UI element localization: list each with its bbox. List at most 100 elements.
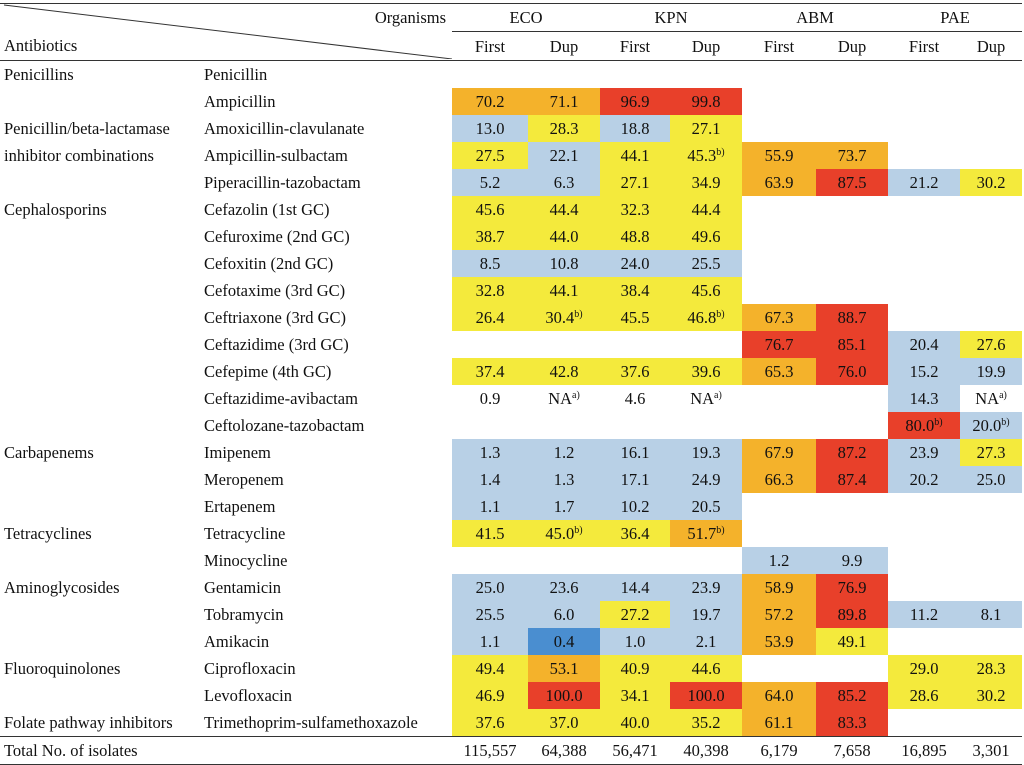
drug-class-cell: inhibitor combinations: [4, 146, 154, 165]
resistance-value-cell: 44.1: [528, 277, 601, 304]
resistance-value: 26.4: [475, 308, 505, 327]
resistance-value-cell: 41.5: [452, 520, 529, 547]
resistance-value-cell: [888, 196, 960, 223]
resistance-value: 85.1: [837, 335, 867, 354]
resistance-value: 32.3: [620, 200, 650, 219]
resistance-value: 45.5: [620, 308, 650, 327]
drug-class-cell: [0, 358, 200, 385]
resistance-value-cell: NAa): [528, 385, 600, 412]
drug-class-cell: [0, 88, 200, 115]
resistance-value: 44.6: [691, 659, 721, 678]
table-row: Penicillin/beta-lactamase Amoxicillin-cla…: [0, 115, 1022, 142]
table-row: Ceftriaxone (3rd GC) 26.4 30.4b) 45.5 46.8b)…: [0, 304, 1022, 331]
antibiotic-name-cell: Cefotaxime (3rd GC): [204, 281, 346, 300]
resistance-value: 51.7: [687, 524, 717, 543]
subheader-first: First: [908, 36, 940, 56]
resistance-value-cell: [528, 331, 600, 358]
resistance-value-cell: 49.4: [452, 655, 529, 682]
resistance-value-cell: [888, 142, 960, 169]
organisms-header: Organisms: [0, 4, 452, 59]
resistance-value: 57.2: [764, 605, 794, 624]
resistance-value-cell: 23.9: [888, 439, 961, 466]
resistance-value-cell: [960, 196, 1022, 223]
table-row: Ampicillin 70.2 71.1 96.9 99.8: [0, 88, 1022, 115]
resistance-value: 10.2: [620, 497, 650, 516]
resistance-value-cell: 51.7b): [670, 520, 743, 547]
resistance-value: 30.4: [545, 308, 575, 327]
antibiotic-name-cell: Cefepime (4th GC): [204, 362, 332, 381]
resistance-value-cell: [960, 223, 1022, 250]
resistance-value: 87.2: [837, 443, 867, 462]
antibiotic-name-cell: Amikacin: [204, 632, 270, 651]
resistance-value: 67.9: [764, 443, 794, 462]
resistance-value-cell: 49.6: [670, 223, 743, 250]
resistance-value-cell: 1.7: [528, 493, 601, 520]
footnote-marker: b): [1001, 417, 1010, 428]
antibiotic-name-cell: Penicillin: [204, 65, 268, 84]
resistance-value: 34.1: [620, 686, 650, 705]
resistance-value: 14.4: [620, 578, 650, 597]
resistance-value-cell: 58.9: [742, 574, 817, 601]
resistance-value-cell: [742, 115, 816, 142]
total-cell: 115,557: [463, 741, 517, 760]
resistance-value: 14.3: [909, 389, 939, 408]
resistance-value-cell: 57.2: [742, 601, 817, 628]
resistance-value: 27.2: [620, 605, 650, 624]
resistance-value: 45.6: [691, 281, 721, 300]
resistance-value: 37.6: [620, 362, 650, 381]
total-cell: 64,388: [541, 741, 587, 760]
resistance-value-cell: 67.9: [742, 439, 817, 466]
resistance-value-cell: 28.3: [528, 115, 601, 142]
resistance-value: 19.7: [691, 605, 721, 624]
resistance-value: 38.7: [475, 227, 505, 246]
resistance-value: 25.0: [475, 578, 505, 597]
drug-class-cell: Carbapenems: [4, 443, 94, 462]
resistance-value: 38.4: [620, 281, 650, 300]
resistance-value-cell: 100.0: [670, 682, 743, 709]
footnote-marker: b): [574, 525, 583, 536]
resistance-value: 67.3: [764, 308, 794, 327]
resistance-value-cell: 4.6: [600, 385, 670, 412]
table-row: Ertapenem 1.1 1.7 10.2 20.5: [0, 493, 1022, 520]
resistance-value-cell: 38.4: [600, 277, 671, 304]
resistance-value-cell: [452, 547, 528, 574]
resistance-value: 85.2: [837, 686, 867, 705]
resistance-value-cell: [960, 142, 1022, 169]
resistance-value-cell: [960, 250, 1022, 277]
footnote-marker: b): [716, 309, 725, 320]
resistance-value: 27.3: [976, 443, 1006, 462]
resistance-value-cell: 45.0b): [528, 520, 601, 547]
antibiotic-name-cell: Ampicillin-sulbactam: [204, 146, 348, 165]
resistance-value: 1.1: [479, 632, 501, 651]
resistance-value: 9.9: [841, 551, 863, 570]
antibiotic-name-cell: Gentamicin: [204, 578, 281, 597]
table-row: Cephalosporins Cefazolin (1st GC) 45.6 44.4…: [0, 196, 1022, 223]
resistance-value-cell: 30.2: [960, 169, 1023, 196]
resistance-value-cell: 61.1: [742, 709, 817, 737]
resistance-value: 24.0: [620, 254, 650, 273]
resistance-value-cell: [742, 196, 816, 223]
resistance-value-cell: [816, 61, 888, 89]
resistance-value-cell: 66.3: [742, 466, 817, 493]
resistance-value: 5.2: [479, 173, 501, 192]
resistance-value: 40.0: [620, 713, 650, 732]
resistance-value: 27.5: [475, 146, 505, 165]
resistance-value-cell: [888, 520, 960, 547]
resistance-value: 17.1: [620, 470, 650, 489]
resistance-value-cell: 28.3: [960, 655, 1023, 682]
antibiotic-name-cell: Tetracycline: [204, 524, 286, 543]
table-row: Minocycline 1.2 9.9: [0, 547, 1022, 574]
table-row: Cefuroxime (2nd GC) 38.7 44.0 48.8 49.6: [0, 223, 1022, 250]
resistance-value: 44.1: [549, 281, 579, 300]
drug-class-cell: Penicillins: [4, 65, 74, 84]
resistance-value-cell: 37.6: [452, 709, 529, 737]
total-cell: 56,471: [612, 741, 658, 760]
resistance-value-cell: 85.2: [816, 682, 889, 709]
resistance-value: 65.3: [764, 362, 794, 381]
resistance-value: 76.0: [837, 362, 867, 381]
resistance-value-cell: 30.2: [960, 682, 1023, 709]
resistance-value-cell: 20.0b): [960, 412, 1023, 439]
resistance-value: 46.8: [687, 308, 717, 327]
resistance-value-cell: 44.0: [528, 223, 601, 250]
resistance-value-cell: 14.3: [888, 385, 961, 412]
